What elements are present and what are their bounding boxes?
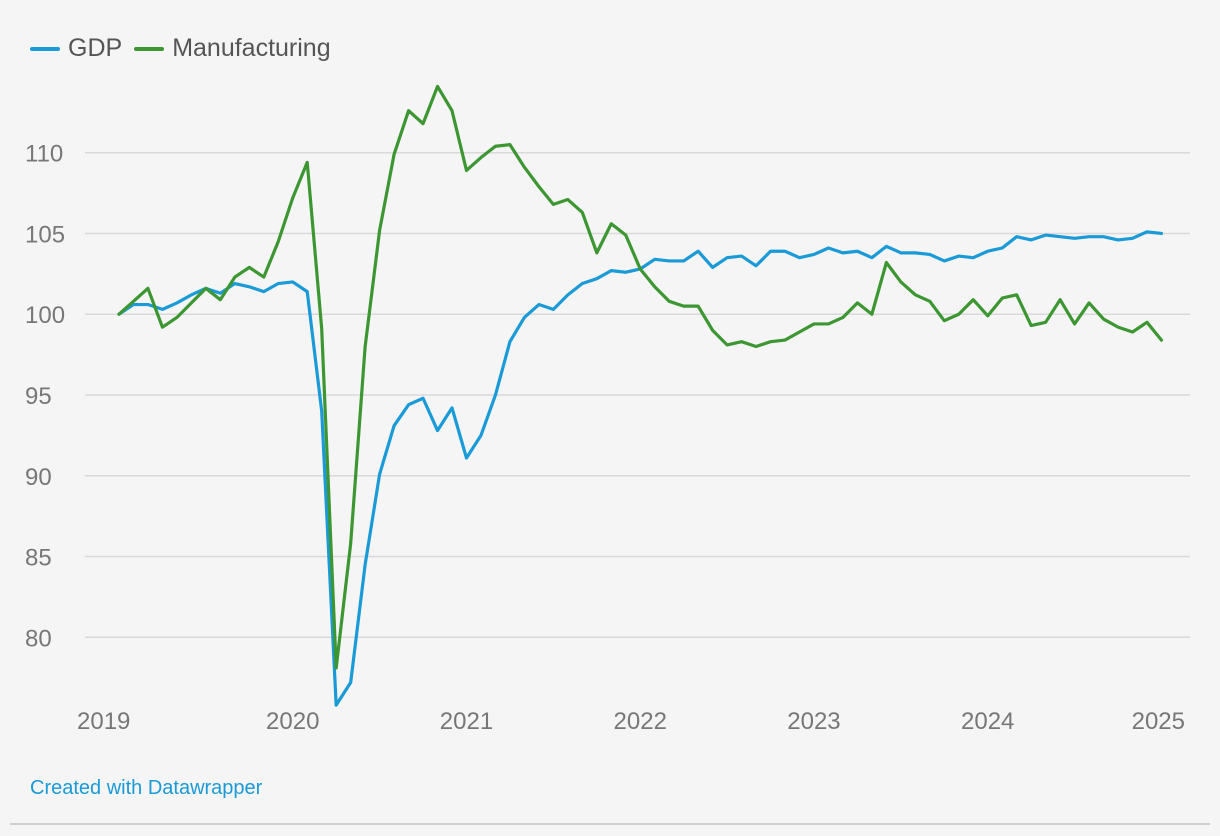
legend-label-gdp: GDP: [68, 34, 123, 62]
series-lines: [117, 84, 1164, 707]
x-tick-label-2021: 2021: [440, 708, 493, 735]
legend: GDP Manufacturing: [30, 34, 343, 63]
x-tick-label-2025: 2025: [1132, 708, 1185, 735]
legend-swatch-gdp: [30, 46, 60, 51]
legend-item-manufacturing: Manufacturing: [134, 34, 331, 63]
y-tick-label-95: 95: [25, 383, 52, 410]
x-tick-label-2020: 2020: [266, 708, 319, 735]
series-line-gdp: [117, 230, 1164, 707]
x-tick-label-2022: 2022: [614, 708, 667, 735]
y-tick-label-80: 80: [25, 625, 52, 652]
x-tick-label-2024: 2024: [961, 708, 1014, 735]
legend-swatch-manufacturing: [134, 46, 165, 51]
legend-label-manufacturing: Manufacturing: [172, 34, 331, 62]
y-tick-label-110: 110: [25, 141, 63, 168]
grid-lines: [85, 151, 1190, 639]
y-tick-label-85: 85: [25, 545, 52, 572]
y-tick-label-100: 100: [25, 302, 65, 329]
y-tick-label-105: 105: [25, 221, 65, 248]
legend-item-gdp: GDP: [30, 34, 122, 63]
y-axis-tick-labels: 80 85 90 95 100 105 110: [25, 141, 65, 653]
datawrapper-credit-link[interactable]: Created with Datawrapper: [30, 777, 263, 799]
x-axis-tick-labels: 2019 2020 2021 2022 2023 2024 2025: [77, 708, 1185, 735]
series-line-manufacturing: [117, 84, 1164, 670]
y-tick-label-90: 90: [25, 464, 52, 491]
bottom-divider: [10, 823, 1210, 825]
x-tick-label-2023: 2023: [787, 708, 840, 735]
x-tick-label-2019: 2019: [77, 708, 130, 735]
